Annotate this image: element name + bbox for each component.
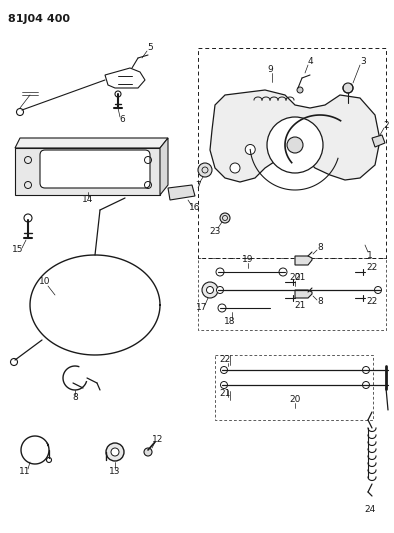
Circle shape xyxy=(221,367,227,374)
Polygon shape xyxy=(210,90,380,182)
Text: 22: 22 xyxy=(219,356,230,365)
Circle shape xyxy=(221,382,227,389)
Text: 7: 7 xyxy=(195,181,201,190)
Circle shape xyxy=(218,304,226,312)
Text: 23: 23 xyxy=(209,228,221,237)
Text: 5: 5 xyxy=(147,44,153,52)
Circle shape xyxy=(287,137,303,153)
Bar xyxy=(198,258,386,330)
Polygon shape xyxy=(15,148,160,195)
Text: 20: 20 xyxy=(289,273,301,282)
Text: 21: 21 xyxy=(219,389,231,398)
Text: 17: 17 xyxy=(196,303,208,312)
Circle shape xyxy=(198,163,212,177)
Text: 12: 12 xyxy=(152,435,164,445)
Text: 21: 21 xyxy=(294,273,306,282)
Bar xyxy=(215,355,373,420)
Text: 9: 9 xyxy=(267,66,273,75)
Polygon shape xyxy=(295,290,312,298)
Text: 24: 24 xyxy=(364,505,375,514)
Circle shape xyxy=(216,268,224,276)
Circle shape xyxy=(343,83,353,93)
Text: 22: 22 xyxy=(366,263,377,272)
Text: 11: 11 xyxy=(19,467,31,477)
Text: 22: 22 xyxy=(366,297,377,306)
FancyBboxPatch shape xyxy=(40,150,150,188)
Circle shape xyxy=(115,91,121,97)
Text: 8: 8 xyxy=(317,244,323,253)
Text: 19: 19 xyxy=(242,255,254,264)
Circle shape xyxy=(245,144,255,155)
Circle shape xyxy=(279,268,287,276)
Text: 16: 16 xyxy=(189,204,201,213)
Circle shape xyxy=(267,117,323,173)
Circle shape xyxy=(375,287,381,294)
Text: 15: 15 xyxy=(12,246,24,254)
Circle shape xyxy=(106,443,124,461)
Circle shape xyxy=(220,213,230,223)
Circle shape xyxy=(111,448,119,456)
Text: 8: 8 xyxy=(72,393,78,402)
Text: 13: 13 xyxy=(109,467,121,477)
Circle shape xyxy=(202,282,218,298)
Text: 3: 3 xyxy=(360,58,366,67)
Text: 1: 1 xyxy=(367,251,373,260)
Text: 81J04 400: 81J04 400 xyxy=(8,14,70,24)
Text: 18: 18 xyxy=(224,318,236,327)
Text: 21: 21 xyxy=(294,301,306,310)
Bar xyxy=(198,48,386,258)
Circle shape xyxy=(206,287,214,294)
Polygon shape xyxy=(168,185,195,200)
Polygon shape xyxy=(160,138,168,195)
Text: 6: 6 xyxy=(119,116,125,125)
Circle shape xyxy=(297,87,303,93)
Circle shape xyxy=(144,448,152,456)
Text: 8: 8 xyxy=(317,297,323,306)
Circle shape xyxy=(230,163,240,173)
Circle shape xyxy=(362,367,370,374)
Text: 20: 20 xyxy=(289,395,301,405)
Text: 14: 14 xyxy=(82,196,94,205)
Text: 4: 4 xyxy=(307,58,313,67)
Text: 10: 10 xyxy=(39,278,51,287)
Circle shape xyxy=(362,382,370,389)
Polygon shape xyxy=(15,138,168,148)
Polygon shape xyxy=(372,135,385,147)
Circle shape xyxy=(216,287,223,294)
Text: 2: 2 xyxy=(383,120,389,130)
Polygon shape xyxy=(295,256,312,265)
